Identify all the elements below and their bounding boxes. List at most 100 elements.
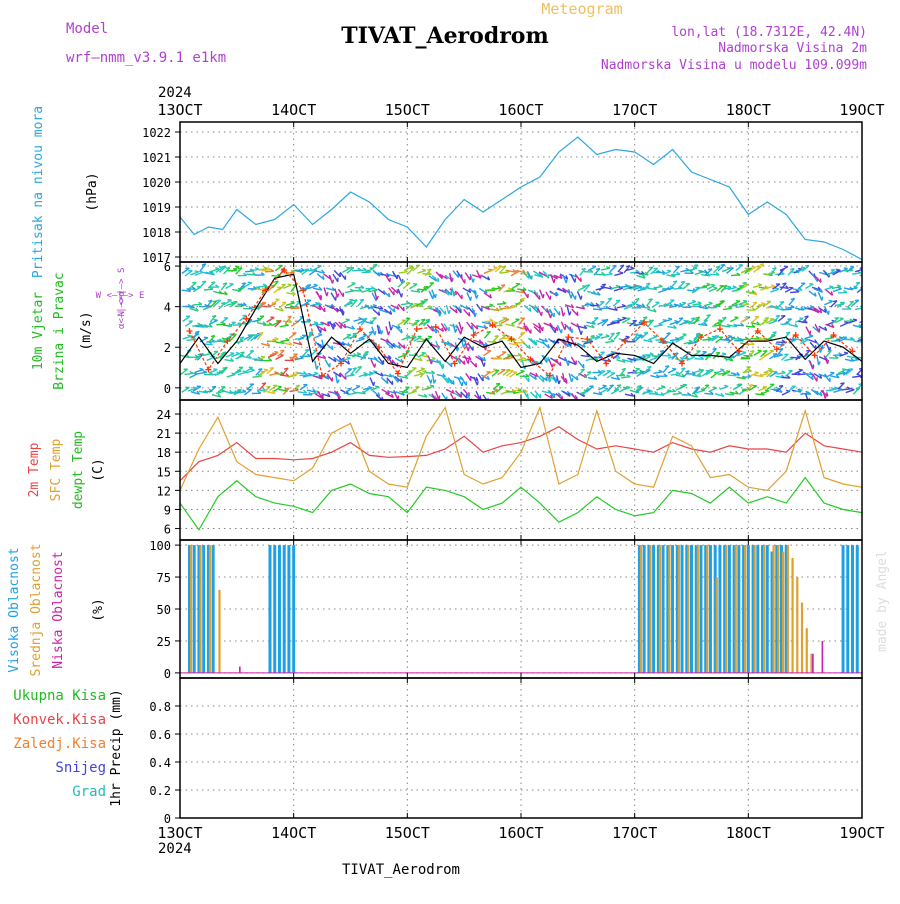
wind-arrow-head [480,275,481,279]
wind-arrow-head [822,345,823,349]
wind-arrow [372,327,375,336]
wind-arrow [848,288,857,289]
wind-arrow-head [799,369,803,370]
wind-arrow-head [653,336,657,337]
wind-arrow-head [296,385,300,386]
wind-arrow [805,336,814,339]
wind-arrow-head [477,295,478,299]
wind-arrow-head [560,362,561,366]
wind-arrow-head [494,322,498,323]
wind-arrow [291,308,300,309]
wind-arrow-head [551,314,552,318]
wind-arrow-head [389,293,390,297]
wind-arrow-head [806,350,810,351]
wind-arrow-head [835,318,839,319]
y-tick-label: 6 [164,523,171,537]
wind-arrow-head [280,350,284,351]
wind-arrow [345,291,354,293]
wind-arrow-head [493,369,497,370]
wind-arrow [784,359,793,361]
wind-arrow-head [659,370,663,372]
temp-dewpt-title: dewpt Temp [71,431,86,509]
bar-niska-oblacnost [822,641,824,673]
wind-arrow-head [804,316,808,317]
wind-arrow-head [427,269,431,270]
bar-srednja-oblacnost [678,545,680,673]
wind-arrow-head [559,380,560,384]
wind-arrow-head [694,265,698,266]
bar-srednja-oblacnost [209,545,211,673]
wind-arrow-head [421,319,425,320]
wind-arrow [183,336,192,339]
wind-arrow-head [199,368,203,369]
wind-arrow-head [323,276,324,280]
wind-arrow-head [776,315,780,316]
wind-arrow [806,327,810,335]
pressure-unit: (hPa) [85,172,100,211]
wind-arrow [600,308,609,309]
wind-arrow-head [353,391,357,393]
wind-arrow [227,374,236,376]
wind-arrow-head [566,279,567,283]
wind-arrow-head [374,382,375,386]
bar-visoka-oblacnost [287,545,290,673]
wind-arrow-head [586,285,590,286]
wind-arrow-head [317,366,319,370]
wind-arrow-head [488,269,492,270]
wind-arrow [337,391,339,400]
wind-arrow-head [786,332,790,333]
wind-arrow-head [541,312,542,316]
wind-arrow-head [507,355,511,356]
wind-arrow [782,391,790,395]
wind-arrow [730,318,738,322]
wind-arrow [806,394,809,403]
wind-arrow [852,273,861,274]
wind-arrow-head [264,267,268,269]
wind-arrow-head [242,283,246,284]
wind-arrow-head [822,297,823,301]
wind-arrow [862,387,869,392]
wind-arrow-head [833,301,837,302]
wind-arrow-head [828,311,829,315]
wind-arrow-head [307,285,311,286]
wind-arrow-head [377,296,378,300]
wind-arrow [300,385,307,390]
y-tick-label: 21 [157,427,171,441]
wind-arrow-head [853,319,857,320]
x-tick-label-bottom: 19OCT [839,824,884,842]
wind-arrow [754,351,762,356]
wind-arrow-head [358,318,362,319]
bar-srednja-oblacnost [763,545,765,673]
wind-arrow-head [581,331,582,335]
wind-arrow [512,284,520,289]
wind-arrow [286,303,295,306]
wind-arrow-head [660,351,664,352]
wind-arrow-head [387,380,388,384]
wind-arrow [315,361,317,370]
bar-visoka-oblacnost [728,545,731,673]
wind-arrow-head [866,305,870,307]
wind-arrow-head [421,368,425,369]
wind-arrow-head [431,380,432,384]
wind-arrow [500,272,509,273]
wind-arrow-head [638,286,642,287]
x-tick-label-bottom: 15OCT [385,824,430,842]
wind-arrow-head [638,335,642,336]
wind-arrow-head [713,348,717,349]
wind-arrow-head [707,315,711,316]
wind-arrow-head [475,313,476,317]
wind-arrow-head [422,269,426,270]
wind-arrow-head [487,332,491,333]
wind-arrow-head [314,372,318,373]
wind-arrow [182,387,190,392]
wind-arrow-head [772,332,776,333]
wind-arrow-head [369,372,373,373]
wind-arrow [846,390,855,393]
wind-arrow-head [443,365,444,369]
wind-arrow-head [540,329,541,333]
wind-arrow-head [569,312,570,316]
wind-arrow [842,389,851,390]
wind-arrow-head [374,288,378,290]
